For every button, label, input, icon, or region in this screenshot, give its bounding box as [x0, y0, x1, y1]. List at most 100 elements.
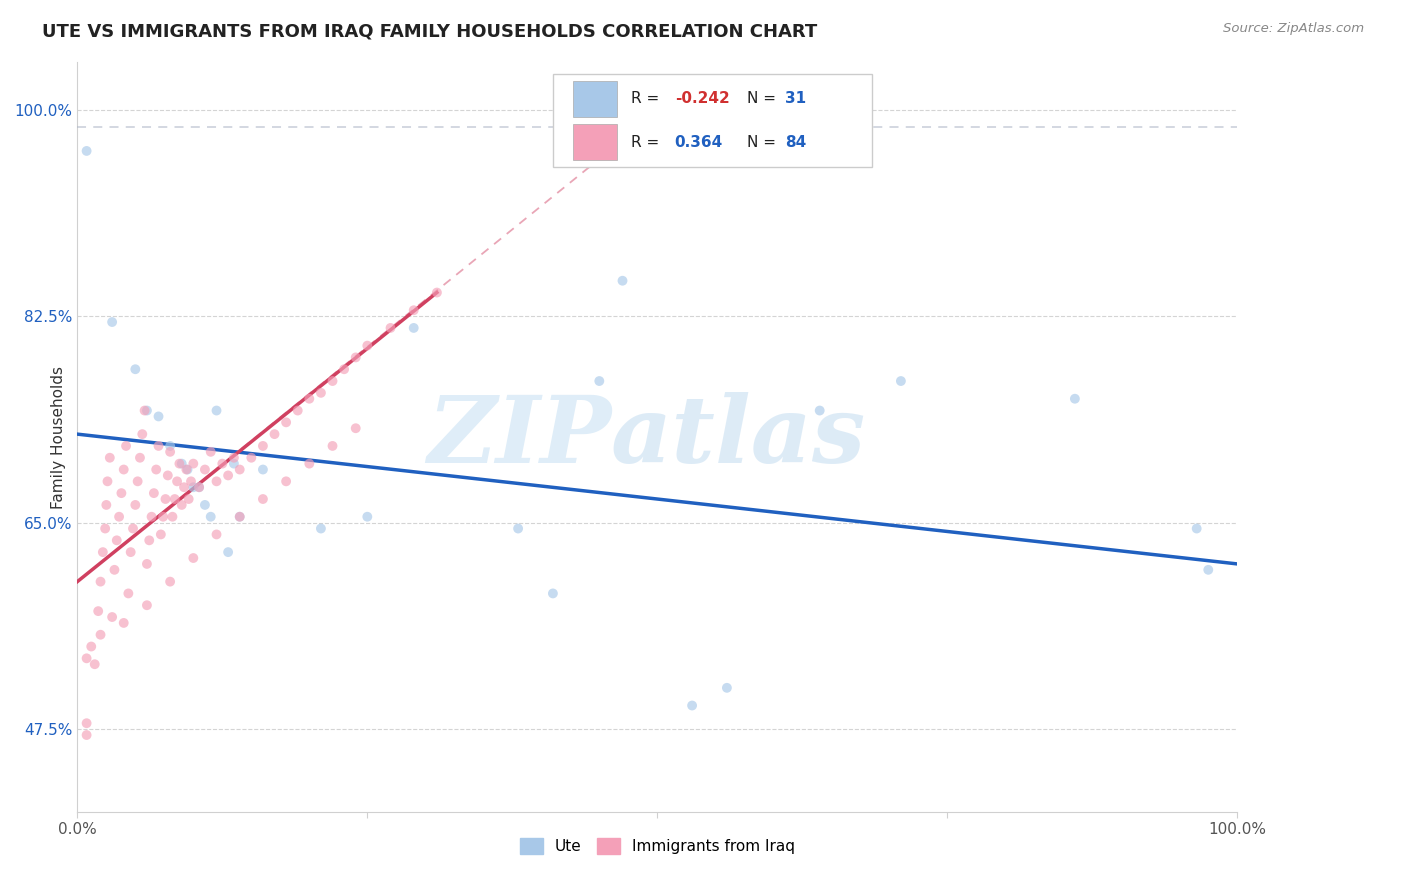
Point [131, 427, 153, 442]
Point [90, 628, 111, 642]
Text: -0.242: -0.242 [675, 92, 730, 106]
Point [124, 498, 146, 512]
Point [211, 457, 233, 471]
Point [138, 533, 160, 548]
Point [169, 457, 191, 471]
FancyBboxPatch shape [572, 81, 617, 117]
Point [166, 475, 188, 489]
Point [115, 439, 138, 453]
Point [309, 522, 332, 536]
Point [240, 450, 263, 465]
Point [200, 509, 222, 524]
Point [149, 527, 172, 541]
Point [148, 439, 170, 453]
Point [108, 509, 131, 524]
Point [188, 480, 211, 494]
Point [87, 604, 110, 618]
Point [205, 475, 228, 489]
Point [183, 551, 205, 566]
Point [76, 651, 98, 665]
Point [356, 509, 378, 524]
Point [159, 574, 181, 589]
Point [76, 728, 98, 742]
Point [129, 450, 152, 465]
Point [80, 640, 103, 654]
Point [344, 351, 367, 365]
Point [205, 527, 228, 541]
Point [252, 491, 274, 506]
FancyBboxPatch shape [572, 124, 617, 160]
Text: 31: 31 [785, 92, 806, 106]
Point [380, 321, 402, 335]
Point [96, 475, 118, 489]
Point [506, 522, 529, 536]
Point [808, 403, 831, 417]
Point [155, 491, 177, 506]
Point [1197, 563, 1219, 577]
Point [217, 545, 239, 559]
Point [162, 509, 184, 524]
Point [83, 657, 105, 672]
Point [588, 374, 610, 388]
Point [228, 509, 252, 524]
Point [217, 468, 239, 483]
Point [252, 439, 274, 453]
Point [1185, 522, 1208, 536]
Point [105, 533, 128, 548]
Point [159, 445, 181, 459]
Text: 0.364: 0.364 [675, 135, 723, 150]
Point [681, 698, 703, 713]
Point [321, 439, 344, 453]
Point [156, 468, 179, 483]
Point [228, 509, 252, 524]
Point [135, 403, 157, 417]
Point [890, 374, 912, 388]
Point [91, 545, 114, 559]
Point [1063, 392, 1085, 406]
Text: Source: ZipAtlas.com: Source: ZipAtlas.com [1223, 22, 1364, 36]
Point [112, 462, 135, 476]
Point [228, 462, 252, 476]
Point [176, 462, 198, 476]
Point [252, 462, 274, 476]
Point [309, 385, 332, 400]
Point [541, 586, 564, 600]
Point [200, 445, 222, 459]
Point [344, 421, 367, 435]
Point [124, 362, 146, 376]
Point [117, 586, 139, 600]
Point [145, 462, 167, 476]
Text: N =: N = [747, 92, 780, 106]
Point [170, 457, 193, 471]
Point [298, 392, 321, 406]
Point [135, 557, 157, 571]
Point [76, 716, 98, 731]
Point [141, 509, 163, 524]
Point [298, 457, 321, 471]
Text: ZIP: ZIP [426, 392, 612, 482]
Point [188, 480, 211, 494]
Point [103, 563, 125, 577]
Point [127, 475, 149, 489]
Point [112, 615, 135, 630]
Point [90, 574, 111, 589]
Point [194, 498, 217, 512]
FancyBboxPatch shape [553, 74, 872, 168]
Point [402, 321, 425, 335]
Point [180, 475, 202, 489]
Point [96, 498, 118, 512]
Text: 84: 84 [785, 135, 806, 150]
Point [76, 144, 98, 158]
Text: R =: R = [631, 135, 664, 150]
Legend: Ute, Immigrants from Iraq: Ute, Immigrants from Iraq [513, 832, 801, 860]
Point [183, 457, 205, 471]
Point [148, 409, 170, 424]
Point [98, 450, 121, 465]
Point [205, 403, 228, 417]
Point [110, 486, 132, 500]
Point [402, 303, 425, 318]
Point [612, 274, 634, 288]
Point [142, 486, 165, 500]
Point [176, 462, 198, 476]
Point [134, 403, 156, 417]
